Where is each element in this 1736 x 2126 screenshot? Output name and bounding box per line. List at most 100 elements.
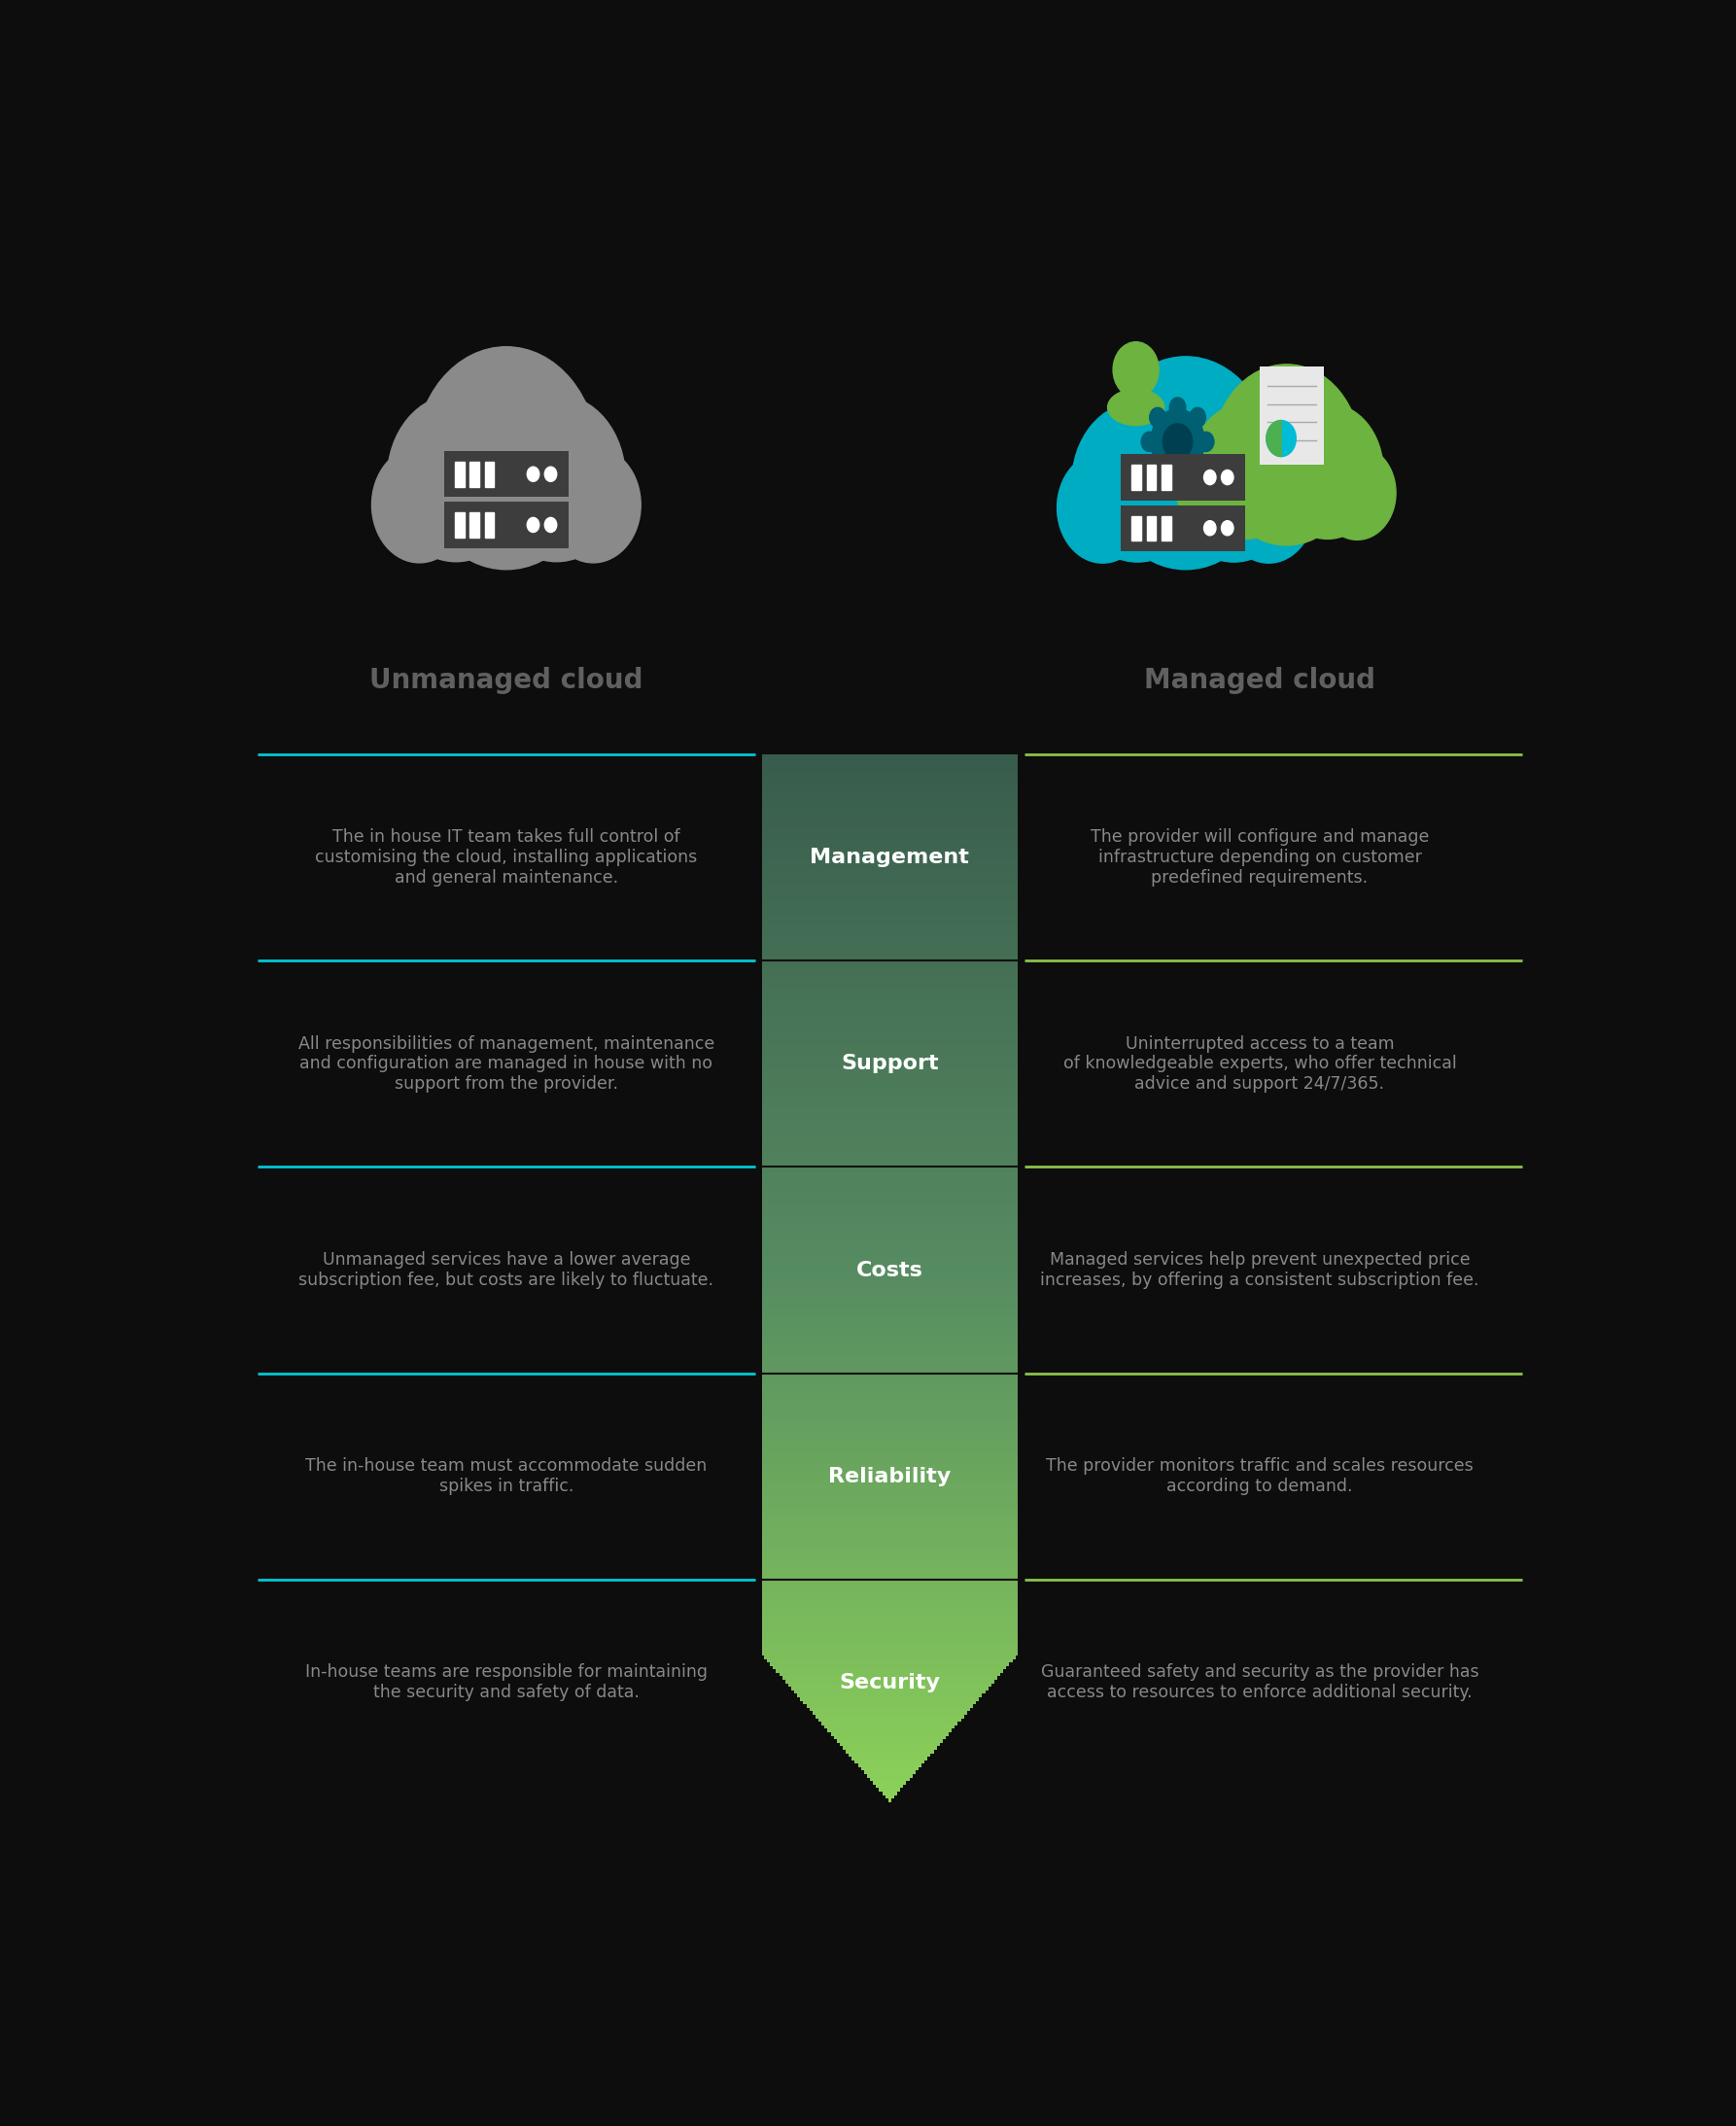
- Polygon shape: [762, 806, 1017, 810]
- Polygon shape: [762, 810, 1017, 814]
- Polygon shape: [762, 1505, 1017, 1509]
- Text: In-house teams are responsible for maintaining
the security and safety of data.: In-house teams are responsible for maint…: [306, 1665, 708, 1701]
- Circle shape: [1203, 521, 1215, 536]
- Polygon shape: [783, 1677, 996, 1680]
- Polygon shape: [762, 1159, 1017, 1163]
- Polygon shape: [800, 1697, 979, 1701]
- Polygon shape: [762, 1103, 1017, 1108]
- Polygon shape: [762, 1033, 1017, 1037]
- Polygon shape: [762, 1597, 1017, 1599]
- Circle shape: [372, 446, 467, 563]
- Polygon shape: [807, 1705, 972, 1707]
- Polygon shape: [762, 908, 1017, 912]
- Circle shape: [1212, 364, 1361, 544]
- Polygon shape: [762, 1550, 1017, 1554]
- Polygon shape: [762, 825, 1017, 827]
- Polygon shape: [762, 1499, 1017, 1501]
- Polygon shape: [762, 1314, 1017, 1316]
- Bar: [1161, 466, 1170, 491]
- Polygon shape: [762, 946, 1017, 950]
- Polygon shape: [762, 865, 1017, 870]
- Polygon shape: [795, 1690, 984, 1694]
- Polygon shape: [828, 1728, 951, 1733]
- Polygon shape: [762, 1157, 1017, 1159]
- Polygon shape: [762, 1516, 1017, 1520]
- Polygon shape: [762, 1091, 1017, 1093]
- Polygon shape: [762, 772, 1017, 776]
- Polygon shape: [762, 897, 1017, 901]
- Polygon shape: [762, 1373, 1017, 1376]
- Polygon shape: [762, 1140, 1017, 1142]
- Polygon shape: [762, 1016, 1017, 1020]
- Polygon shape: [762, 1250, 1017, 1254]
- Polygon shape: [762, 831, 1017, 836]
- Polygon shape: [762, 1463, 1017, 1467]
- Polygon shape: [762, 884, 1017, 887]
- Polygon shape: [762, 1582, 1017, 1586]
- Polygon shape: [762, 1473, 1017, 1478]
- Bar: [484, 461, 495, 487]
- Polygon shape: [762, 887, 1017, 891]
- Polygon shape: [762, 1080, 1017, 1082]
- Polygon shape: [762, 1129, 1017, 1131]
- Polygon shape: [762, 1006, 1017, 1010]
- Polygon shape: [762, 1575, 1017, 1580]
- Polygon shape: [762, 859, 1017, 863]
- Polygon shape: [762, 1539, 1017, 1543]
- Polygon shape: [825, 1726, 955, 1728]
- Polygon shape: [873, 1782, 906, 1784]
- FancyBboxPatch shape: [1121, 455, 1245, 500]
- Polygon shape: [773, 1667, 1007, 1669]
- Text: All responsibilities of management, maintenance
and configuration are managed in: All responsibilities of management, main…: [299, 1035, 715, 1093]
- Polygon shape: [762, 838, 1017, 842]
- Polygon shape: [762, 1061, 1017, 1065]
- Polygon shape: [762, 1522, 1017, 1526]
- Polygon shape: [762, 1637, 1017, 1641]
- Circle shape: [545, 468, 557, 480]
- Polygon shape: [762, 1629, 1017, 1631]
- Polygon shape: [762, 1254, 1017, 1256]
- Polygon shape: [877, 1784, 903, 1788]
- Polygon shape: [762, 1439, 1017, 1441]
- Polygon shape: [762, 1599, 1017, 1603]
- Polygon shape: [762, 846, 1017, 848]
- Circle shape: [1189, 457, 1207, 476]
- Polygon shape: [762, 874, 1017, 876]
- Polygon shape: [762, 1376, 1017, 1380]
- Polygon shape: [762, 1229, 1017, 1233]
- Polygon shape: [762, 1072, 1017, 1076]
- Polygon shape: [762, 816, 1017, 821]
- Polygon shape: [812, 1711, 967, 1716]
- Polygon shape: [762, 1286, 1017, 1288]
- Text: Uninterrupted access to a team
of knowledgeable experts, who offer technical
adv: Uninterrupted access to a team of knowle…: [1062, 1035, 1457, 1093]
- Polygon shape: [762, 978, 1017, 982]
- Polygon shape: [762, 1592, 1017, 1597]
- Polygon shape: [878, 1788, 901, 1792]
- Polygon shape: [762, 1344, 1017, 1348]
- Polygon shape: [762, 957, 1017, 961]
- Polygon shape: [762, 1310, 1017, 1314]
- Polygon shape: [762, 952, 1017, 957]
- Polygon shape: [762, 984, 1017, 989]
- Polygon shape: [762, 1648, 1017, 1652]
- Polygon shape: [762, 821, 1017, 825]
- Polygon shape: [762, 950, 1017, 952]
- Polygon shape: [762, 1418, 1017, 1422]
- Polygon shape: [762, 914, 1017, 918]
- FancyBboxPatch shape: [444, 502, 568, 549]
- Polygon shape: [762, 1558, 1017, 1560]
- Polygon shape: [762, 1174, 1017, 1178]
- Polygon shape: [762, 1054, 1017, 1059]
- Polygon shape: [762, 1620, 1017, 1624]
- Polygon shape: [840, 1743, 939, 1745]
- Polygon shape: [870, 1777, 910, 1782]
- Polygon shape: [762, 1337, 1017, 1342]
- Polygon shape: [762, 1495, 1017, 1499]
- Polygon shape: [762, 836, 1017, 838]
- Bar: [1132, 466, 1141, 491]
- Polygon shape: [762, 1239, 1017, 1244]
- Polygon shape: [762, 891, 1017, 895]
- Polygon shape: [762, 1509, 1017, 1512]
- Polygon shape: [762, 1191, 1017, 1195]
- Text: The in house IT team takes full control of
customising the cloud, installing app: The in house IT team takes full control …: [316, 829, 698, 887]
